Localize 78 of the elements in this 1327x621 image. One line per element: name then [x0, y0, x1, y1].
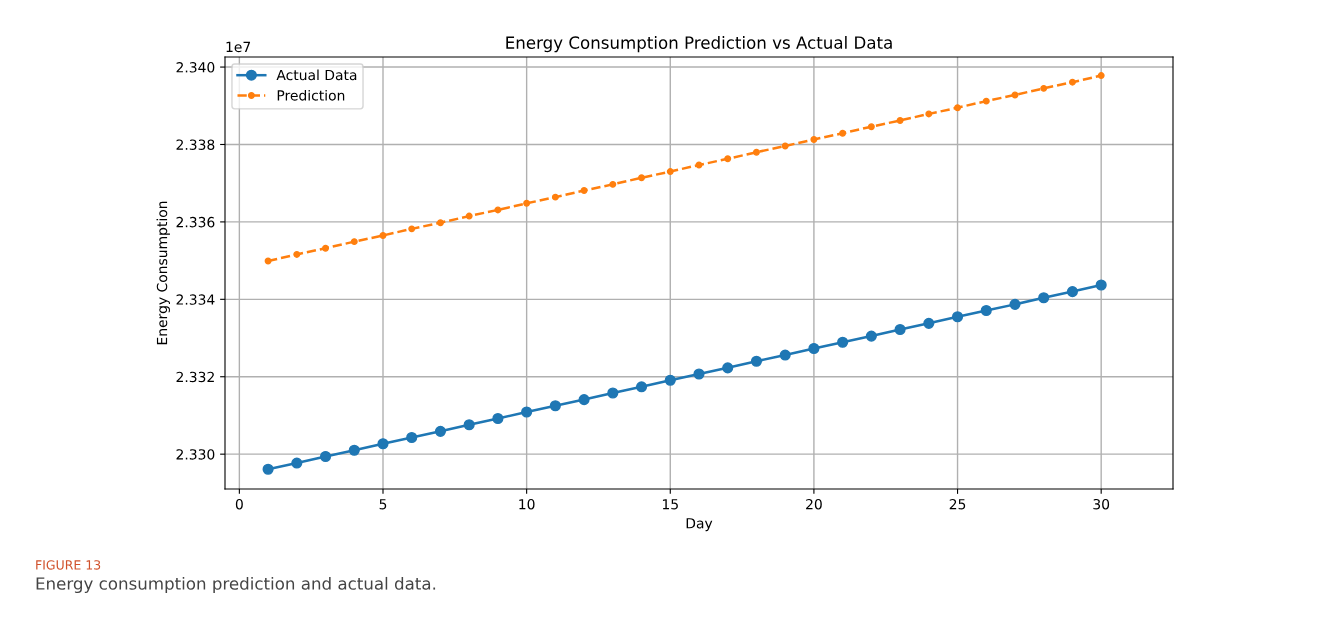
point	[523, 199, 531, 207]
x-tick-label: 20	[806, 498, 822, 510]
point	[492, 412, 504, 425]
y-axis-title: Energy Consumption	[156, 201, 170, 345]
y-tick-label: 2.330	[176, 449, 215, 460]
point	[954, 104, 962, 112]
point	[348, 444, 360, 456]
point	[693, 368, 705, 380]
point	[722, 362, 734, 374]
point	[808, 342, 820, 355]
point	[867, 123, 875, 131]
x-tick-label: 25	[949, 498, 966, 510]
point	[551, 193, 559, 201]
x-axis-title: Day	[686, 518, 713, 532]
point	[1040, 84, 1048, 92]
point	[465, 212, 473, 220]
point	[894, 323, 906, 336]
point	[494, 206, 502, 214]
point	[724, 155, 732, 163]
point	[837, 336, 849, 348]
point	[865, 330, 877, 342]
x-tick-label: 10	[519, 498, 535, 510]
point	[1009, 298, 1021, 310]
x-tick-label: 0	[235, 498, 243, 510]
point	[951, 311, 964, 323]
legend-label: Actual Data	[276, 69, 357, 81]
point	[839, 129, 847, 137]
point	[1038, 292, 1050, 304]
point	[638, 174, 646, 182]
point	[980, 304, 992, 317]
point	[521, 406, 533, 418]
point	[434, 425, 447, 437]
point	[609, 180, 617, 188]
x-tick-label: 5	[379, 499, 387, 510]
y-tick-label: 2.332	[176, 371, 214, 383]
x-tick-label: 15	[662, 499, 678, 510]
x-tick-label: 30	[1093, 498, 1110, 510]
point	[810, 135, 818, 143]
point	[408, 225, 416, 233]
point	[923, 317, 935, 329]
y-tick-label: 2.336	[176, 216, 215, 228]
point	[377, 438, 389, 450]
text: 1e7	[226, 41, 251, 53]
point	[1095, 279, 1107, 291]
point	[1068, 78, 1076, 86]
point	[262, 463, 274, 475]
point	[291, 457, 303, 469]
point	[664, 374, 676, 386]
point	[1066, 286, 1079, 298]
point	[379, 231, 387, 239]
caption: FIGURE 13	[36, 560, 101, 570]
y-tick-label: 2.338	[176, 139, 215, 150]
point	[580, 187, 588, 195]
point	[982, 97, 990, 105]
point	[406, 431, 418, 444]
point	[666, 168, 674, 176]
point	[779, 349, 791, 361]
point	[925, 110, 933, 118]
point	[436, 219, 444, 227]
point	[896, 117, 904, 124]
text: Energy consumption prediction and actual data.	[36, 576, 436, 594]
point	[781, 142, 789, 150]
point	[1097, 72, 1105, 80]
point	[549, 400, 561, 412]
point	[319, 450, 332, 463]
point	[635, 381, 648, 393]
y-tick-label: 2.340	[176, 62, 215, 73]
point	[578, 394, 590, 406]
y-tick-label: 2.334	[176, 294, 215, 305]
point	[750, 355, 763, 367]
point	[752, 148, 760, 156]
point	[607, 387, 619, 399]
point	[322, 244, 330, 252]
legend-label: Prediction	[277, 89, 345, 101]
point	[463, 419, 475, 431]
point	[293, 250, 301, 258]
chart-title: Energy Consumption Prediction vs Actual Data	[506, 36, 892, 53]
point	[350, 238, 358, 246]
